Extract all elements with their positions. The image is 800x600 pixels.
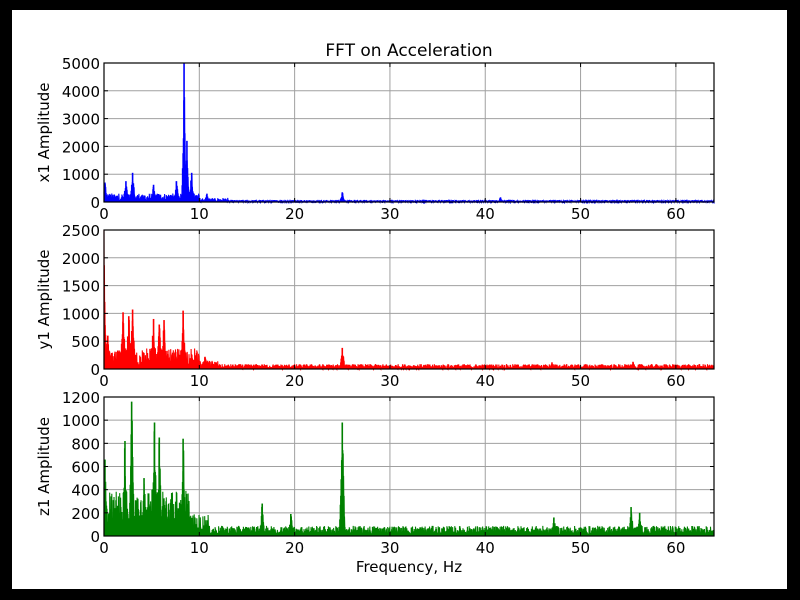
x-tick-label: 60 xyxy=(666,539,685,557)
x-axis-label: Frequency, Hz xyxy=(356,558,462,576)
figure-canvas: FFT on Acceleration 0 10 20 30 40 50 60 0 1000 20… xyxy=(12,10,787,589)
y-tick-label: 800 xyxy=(71,435,100,453)
y-tick-label: 2000 xyxy=(62,138,100,156)
y-tick-label: 0 xyxy=(90,194,100,212)
y-tick-label: 3000 xyxy=(62,111,100,129)
y-tick-label: 0 xyxy=(90,361,100,379)
y-tick-label: 1200 xyxy=(62,389,100,407)
x-tick-label: 30 xyxy=(380,205,399,223)
y-tick-label: 4000 xyxy=(62,83,100,101)
y-axis-label-z1: z1 Amplitude xyxy=(35,417,53,516)
x-tick-label: 50 xyxy=(571,372,590,390)
x-tick-label: 30 xyxy=(380,539,399,557)
y-tick-label: 5000 xyxy=(62,55,100,73)
series-x1 xyxy=(103,97,715,205)
y-axis-label-x1: x1 Amplitude xyxy=(35,82,53,182)
x-tick-label: 20 xyxy=(285,205,304,223)
x-tick-label: 10 xyxy=(190,539,209,557)
y-tick-label: 1000 xyxy=(62,166,100,184)
x-tick-label: 40 xyxy=(476,205,495,223)
y-tick-label: 400 xyxy=(71,482,100,500)
y-tick-label: 2000 xyxy=(62,250,100,268)
series-z1 xyxy=(103,420,715,537)
x-tick-label: 50 xyxy=(571,205,590,223)
subplot-x1: 0 10 20 30 40 50 60 0 1000 2000 3000 4000 5000 x1 Amp… xyxy=(35,55,715,223)
x-tick-label: 60 xyxy=(666,205,685,223)
x-tick-label: 0 xyxy=(99,205,109,223)
chart-title: FFT on Acceleration xyxy=(325,41,492,61)
x-tick-label: 10 xyxy=(190,372,209,390)
y-tick-label: 1000 xyxy=(62,305,100,323)
series-y1 xyxy=(103,229,715,372)
y-tick-label: 1000 xyxy=(62,412,100,430)
y-tick-label: 2500 xyxy=(62,222,100,240)
fft-chart: FFT on Acceleration 0 10 20 30 40 50 600100020… xyxy=(35,41,715,576)
axes-frame xyxy=(103,62,715,203)
x-tick-label: 40 xyxy=(476,539,495,557)
y-tick-label: 500 xyxy=(71,333,100,351)
x-tick-label: 40 xyxy=(476,372,495,390)
x-tick-label: 0 xyxy=(99,372,109,390)
subplot-y1: 0 10 20 30 40 50 60 0 500 1000 1500 2000 2500 y1 Ampl… xyxy=(35,222,715,390)
y-tick-label: 200 xyxy=(71,505,100,523)
y-tick-label: 1500 xyxy=(62,278,100,296)
x-tick-label: 60 xyxy=(666,372,685,390)
x-tick-label: 10 xyxy=(190,205,209,223)
y-tick-label: 600 xyxy=(71,459,100,477)
x-tick-label: 20 xyxy=(285,372,304,390)
x-tick-label: 30 xyxy=(380,372,399,390)
x-tick-label: 50 xyxy=(571,539,590,557)
axes-frame xyxy=(103,229,715,370)
x-tick-label: 0 xyxy=(99,539,109,557)
x-tick-label: 20 xyxy=(285,539,304,557)
y-tick-label: 0 xyxy=(90,528,100,546)
y-axis-label-y1: y1 Amplitude xyxy=(35,249,53,349)
